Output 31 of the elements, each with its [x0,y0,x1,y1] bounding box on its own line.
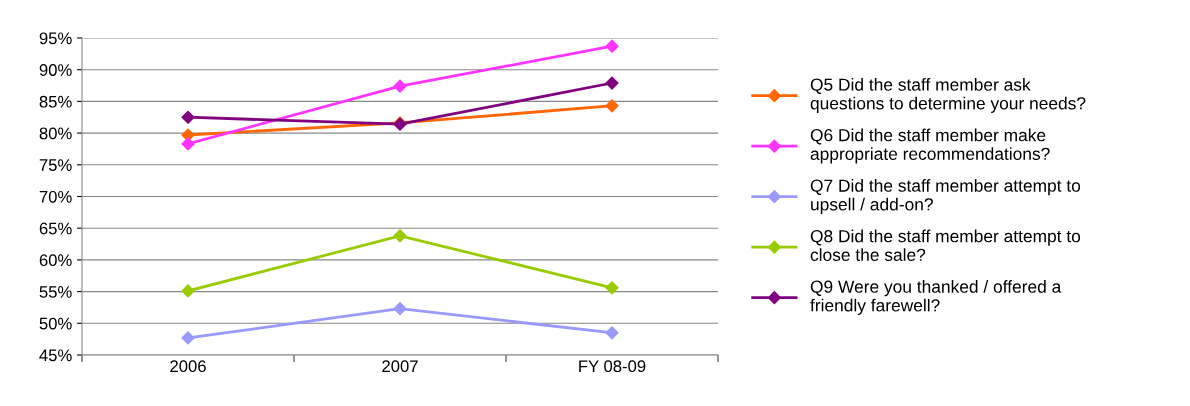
legend-label: Q5 Did the staff member ask questions to determine your needs? [810,78,1086,113]
y-tick-label: 60% [39,254,72,267]
point [605,99,619,113]
legend-label: Q9 Were you thanked / offered a friendly farewell? [810,280,1062,315]
point [605,326,619,340]
point [605,39,619,53]
x-tick-label: FY 08-09 [579,360,646,373]
y-tick-label: 90% [39,64,72,76]
y-tick-label: 55% [39,286,72,298]
legend-label: Q6 Did the staff member make appropriate recommendations? [810,128,1050,164]
legend-label: Q8 Did the staff member attempt to close the sale? [810,229,1081,262]
point [181,284,195,298]
y-tick-label: 80% [39,127,72,140]
y-tick-label: 70% [39,190,72,203]
x-tick-label: 2006 [170,360,206,373]
point [605,76,619,90]
point [181,137,195,151]
y-tick-label: 45% [39,349,72,362]
point [605,281,619,295]
y-tick-label: 65% [39,222,72,235]
x-tick-label: 2007 [382,360,418,373]
y-tick-label: 85% [39,95,72,108]
point [181,110,195,124]
point [393,229,407,243]
y-tick-label: 75% [39,159,72,171]
y-tick-label: 95% [39,32,72,45]
legend-label: Q7 Did the staff member attempt to upsell / add-on? [810,179,1081,214]
point [181,331,195,345]
point [393,302,407,316]
point [393,79,407,93]
y-tick-label: 50% [39,317,72,330]
